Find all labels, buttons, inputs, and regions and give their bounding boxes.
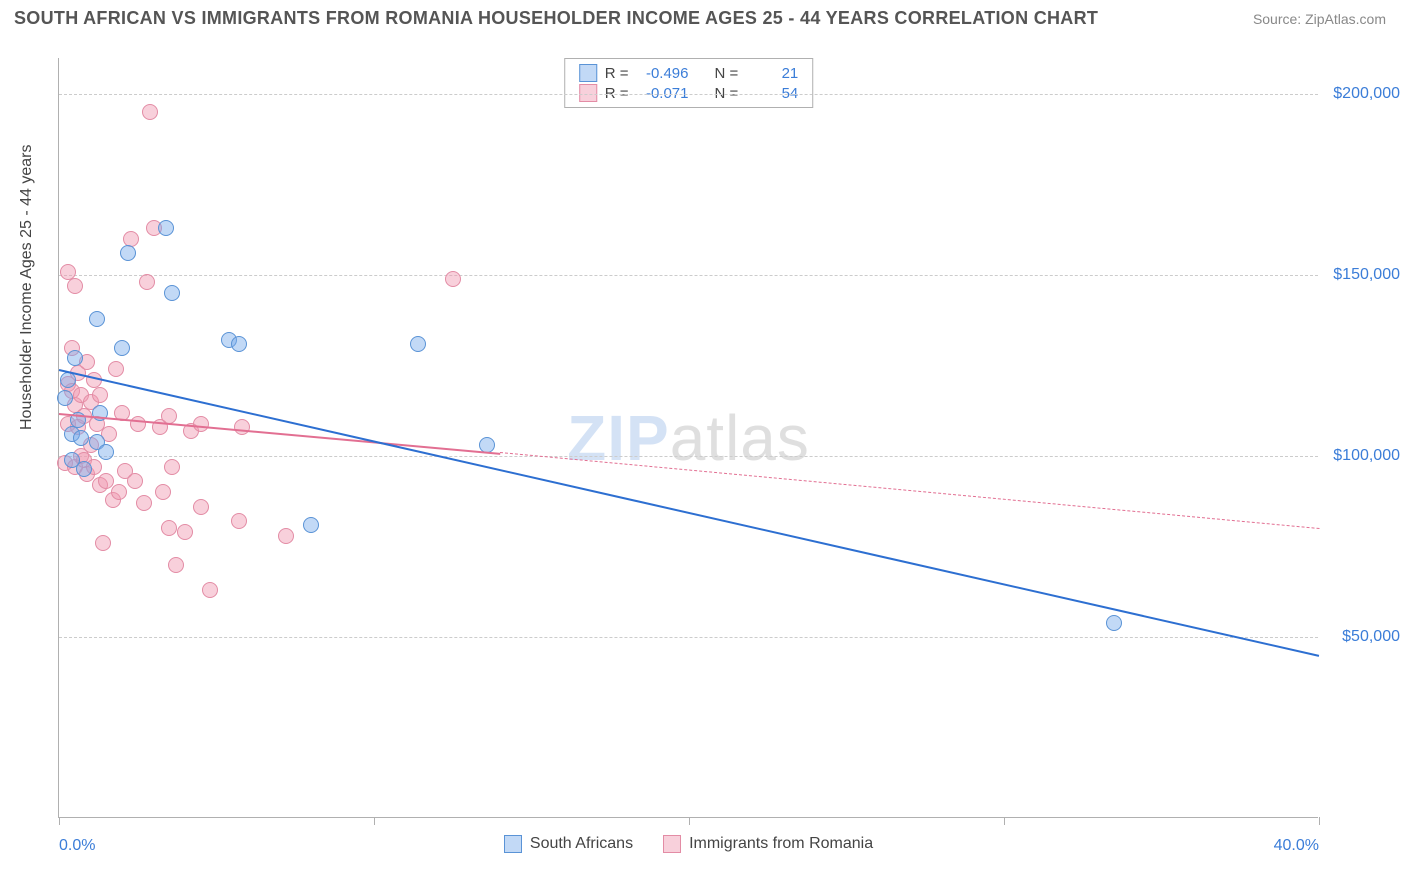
gridline	[59, 637, 1318, 638]
data-point-ro	[111, 484, 127, 500]
gridline	[59, 94, 1318, 95]
legend-label-sa: South Africans	[530, 835, 633, 853]
watermark-atlas: atlas	[670, 402, 810, 474]
legend-swatch-ro-icon	[663, 835, 681, 853]
data-point-sa	[89, 311, 105, 327]
data-point-sa	[231, 336, 247, 352]
data-point-ro	[193, 416, 209, 432]
data-point-ro	[168, 557, 184, 573]
y-tick-label: $50,000	[1322, 628, 1400, 646]
trendline-sa	[59, 369, 1319, 657]
legend-stats-row-sa: R = -0.496 N = 21	[565, 63, 813, 83]
data-point-ro	[231, 513, 247, 529]
x-tick-label: 40.0%	[1274, 837, 1319, 855]
data-point-ro	[95, 535, 111, 551]
chart-plot-area: ZIPatlas R = -0.496 N = 21 R = -0.071 N …	[58, 58, 1318, 818]
data-point-ro	[130, 416, 146, 432]
x-tick	[1319, 817, 1320, 825]
legend-item-sa: South Africans	[504, 835, 633, 853]
y-tick-label: $100,000	[1322, 447, 1400, 465]
data-point-sa	[98, 444, 114, 460]
data-point-ro	[92, 387, 108, 403]
data-point-ro	[193, 499, 209, 515]
x-tick	[1004, 817, 1005, 825]
n-value-ro: 54	[746, 85, 798, 102]
gridline	[59, 456, 1318, 457]
data-point-sa	[410, 336, 426, 352]
legend-swatch-sa-icon	[579, 64, 597, 82]
r-label: R =	[605, 65, 629, 82]
data-point-ro	[139, 274, 155, 290]
x-tick	[59, 817, 60, 825]
data-point-sa	[158, 220, 174, 236]
x-tick-label: 0.0%	[59, 837, 95, 855]
data-point-ro	[161, 520, 177, 536]
data-point-ro	[234, 419, 250, 435]
data-point-ro	[202, 582, 218, 598]
data-point-sa	[164, 285, 180, 301]
gridline	[59, 275, 1318, 276]
data-point-ro	[164, 459, 180, 475]
data-point-ro	[127, 473, 143, 489]
data-point-ro	[136, 495, 152, 511]
data-point-sa	[120, 245, 136, 261]
data-point-ro	[155, 484, 171, 500]
r-label: R =	[605, 85, 629, 102]
data-point-ro	[108, 361, 124, 377]
r-value-ro: -0.071	[637, 85, 689, 102]
data-point-sa	[303, 517, 319, 533]
data-point-sa	[73, 430, 89, 446]
n-label: N =	[715, 65, 739, 82]
y-tick-label: $200,000	[1322, 85, 1400, 103]
x-tick	[689, 817, 690, 825]
data-point-sa	[67, 350, 83, 366]
y-axis-label: Householder Income Ages 25 - 44 years	[18, 145, 36, 431]
data-point-ro	[123, 231, 139, 247]
data-point-ro	[142, 104, 158, 120]
n-label: N =	[715, 85, 739, 102]
legend-stats-row-ro: R = -0.071 N = 54	[565, 83, 813, 103]
data-point-ro	[445, 271, 461, 287]
data-point-sa	[57, 390, 73, 406]
chart-title: SOUTH AFRICAN VS IMMIGRANTS FROM ROMANIA…	[14, 8, 1098, 29]
x-tick	[374, 817, 375, 825]
legend-series: South Africans Immigrants from Romania	[59, 835, 1318, 853]
legend-swatch-sa-icon	[504, 835, 522, 853]
trendline-ro-extrapolated	[500, 452, 1319, 529]
source-label: Source: ZipAtlas.com	[1253, 11, 1386, 27]
legend-stats: R = -0.496 N = 21 R = -0.071 N = 54	[564, 58, 814, 108]
legend-swatch-ro-icon	[579, 84, 597, 102]
data-point-ro	[278, 528, 294, 544]
data-point-ro	[67, 278, 83, 294]
data-point-ro	[177, 524, 193, 540]
data-point-sa	[1106, 615, 1122, 631]
data-point-sa	[76, 461, 92, 477]
n-value-sa: 21	[746, 65, 798, 82]
r-value-sa: -0.496	[637, 65, 689, 82]
legend-item-ro: Immigrants from Romania	[663, 835, 873, 853]
legend-label-ro: Immigrants from Romania	[689, 835, 873, 853]
y-tick-label: $150,000	[1322, 266, 1400, 284]
watermark: ZIPatlas	[567, 401, 810, 475]
data-point-sa	[114, 340, 130, 356]
